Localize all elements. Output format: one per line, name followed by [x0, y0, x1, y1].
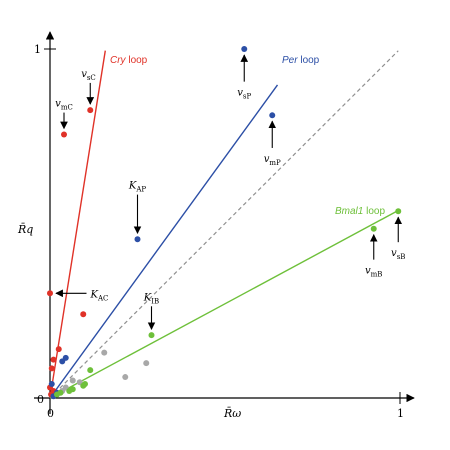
- annotation-label: vsB: [391, 248, 405, 261]
- data-point: [50, 356, 57, 363]
- annotation-subscript: IB: [151, 297, 159, 305]
- annotation-symbol: K: [90, 289, 99, 300]
- annotation-symbol: K: [128, 181, 137, 192]
- data-point: [55, 346, 62, 353]
- y-axis-label: R̄q: [17, 223, 33, 236]
- annotation-symbol: K: [143, 292, 152, 303]
- annotation-subscript: AP: [135, 186, 146, 194]
- x-tick-label: 1: [397, 407, 404, 420]
- annotation-label: KIB: [143, 292, 159, 305]
- data-point: [87, 367, 94, 374]
- data-point: [122, 374, 129, 381]
- data-point: [47, 290, 53, 297]
- data-point: [61, 131, 67, 138]
- annotation-label: KAC: [90, 289, 109, 302]
- annotation-subscript: sB: [397, 253, 406, 261]
- loop-label: Cry loop: [110, 55, 148, 66]
- loop-suffix: loop: [363, 206, 385, 217]
- loop-line: [49, 50, 106, 399]
- data-points: [47, 46, 402, 400]
- axes: [34, 31, 415, 414]
- data-point: [101, 349, 108, 356]
- data-point: [48, 365, 55, 372]
- annotation-label: vmP: [264, 154, 281, 167]
- annotation-label: KAP: [128, 181, 147, 194]
- data-point: [48, 381, 55, 388]
- data-point: [134, 236, 141, 243]
- annotation-subscript: mP: [269, 159, 281, 167]
- data-point: [66, 388, 73, 395]
- loop-lines: [49, 50, 401, 399]
- x-axis-label: R̄ω: [223, 407, 241, 420]
- loop-gene-name: Per: [282, 55, 298, 66]
- data-point: [69, 377, 76, 384]
- diagonal-dashed-line: [49, 50, 399, 399]
- loop-label: Per loop: [282, 55, 320, 66]
- annotation-label: vmC: [55, 99, 73, 112]
- loop-gene-name: Bmal1: [335, 206, 363, 217]
- annotation-symbol: v: [237, 88, 243, 99]
- annotation-symbol: v: [55, 99, 61, 110]
- loop-line: [49, 208, 401, 399]
- data-point: [269, 112, 276, 119]
- annotation-symbol: v: [81, 69, 87, 80]
- data-point: [241, 46, 248, 52]
- annotation-subscript: sC: [87, 74, 96, 82]
- data-point: [370, 225, 377, 232]
- origin-label: 0: [37, 393, 44, 406]
- annotation-symbol: v: [365, 266, 371, 277]
- data-point: [59, 358, 66, 365]
- loop-suffix: loop: [126, 55, 148, 66]
- x-tick-label: 0: [47, 407, 54, 420]
- annotation-subscript: AC: [97, 294, 108, 302]
- data-point: [80, 311, 87, 318]
- annotation-symbol: v: [391, 248, 397, 259]
- annotation-subscript: mB: [371, 271, 383, 279]
- annotation-label: vsP: [237, 88, 251, 101]
- data-point: [80, 382, 87, 389]
- loop-gene-name: Cry: [110, 55, 127, 66]
- annotation-subscript: sP: [243, 93, 252, 101]
- data-point: [395, 208, 402, 215]
- y-tick-label: 1: [34, 43, 41, 56]
- annotation-label: vsC: [81, 69, 96, 82]
- data-point: [87, 107, 94, 114]
- annotation-label: vmB: [365, 266, 382, 279]
- annotation-subscript: mC: [61, 104, 73, 112]
- loop-line: [49, 84, 279, 399]
- data-point: [148, 332, 155, 339]
- loop-suffix: loop: [298, 55, 320, 66]
- data-point: [54, 391, 60, 398]
- reference-line: [49, 50, 399, 399]
- annotation-symbol: v: [264, 154, 270, 165]
- data-point: [143, 360, 150, 367]
- loop-label: Bmal1 loop: [335, 206, 385, 217]
